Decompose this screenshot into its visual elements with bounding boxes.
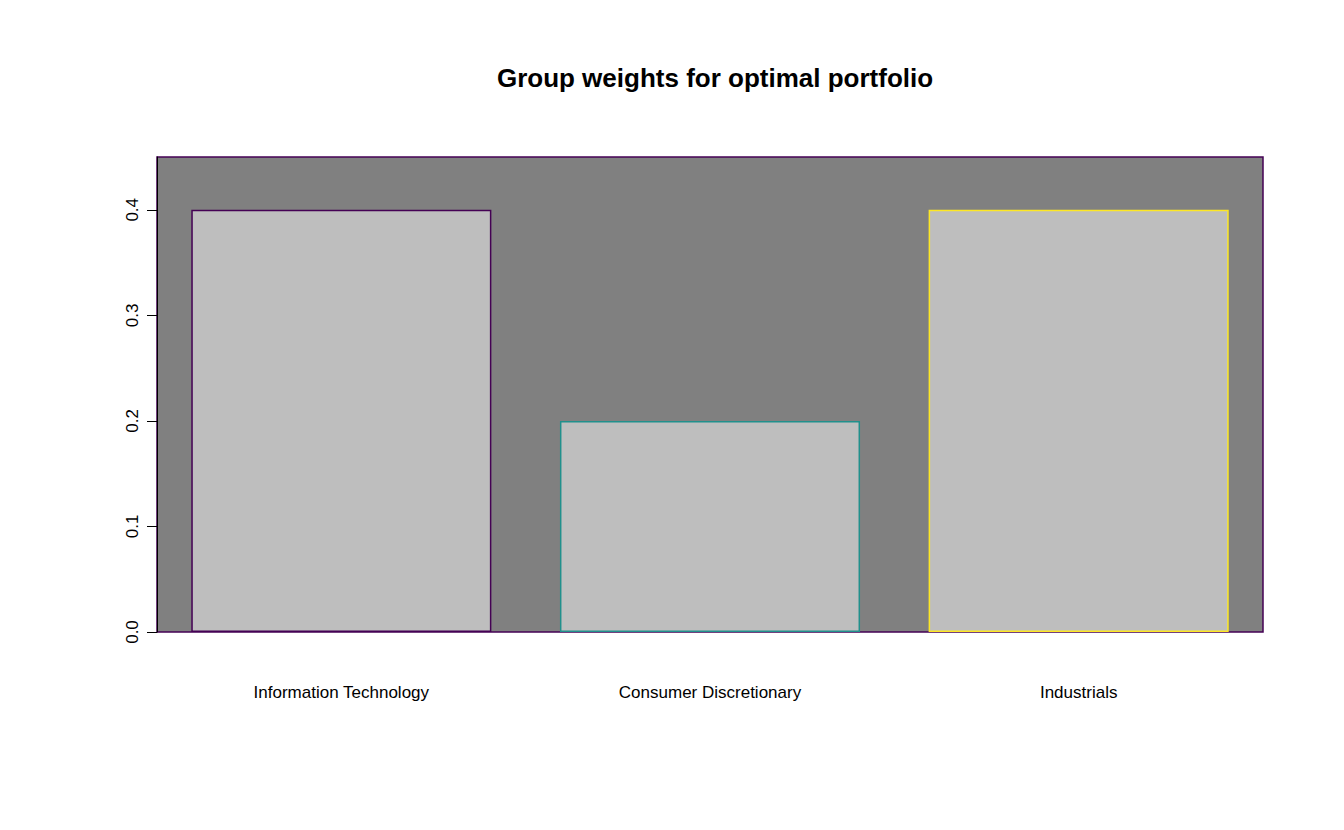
svg-text:Industrials: Industrials [1040, 683, 1117, 702]
svg-text:Group weights for optimal port: Group weights for optimal portfolio [497, 63, 933, 93]
svg-text:Consumer Discretionary: Consumer Discretionary [619, 683, 802, 702]
svg-text:0.0: 0.0 [123, 620, 142, 644]
svg-text:Information Technology: Information Technology [254, 683, 430, 702]
svg-text:0.4: 0.4 [123, 198, 142, 222]
svg-text:0.3: 0.3 [123, 304, 142, 328]
svg-text:0.2: 0.2 [123, 409, 142, 433]
svg-text:0.1: 0.1 [123, 515, 142, 539]
